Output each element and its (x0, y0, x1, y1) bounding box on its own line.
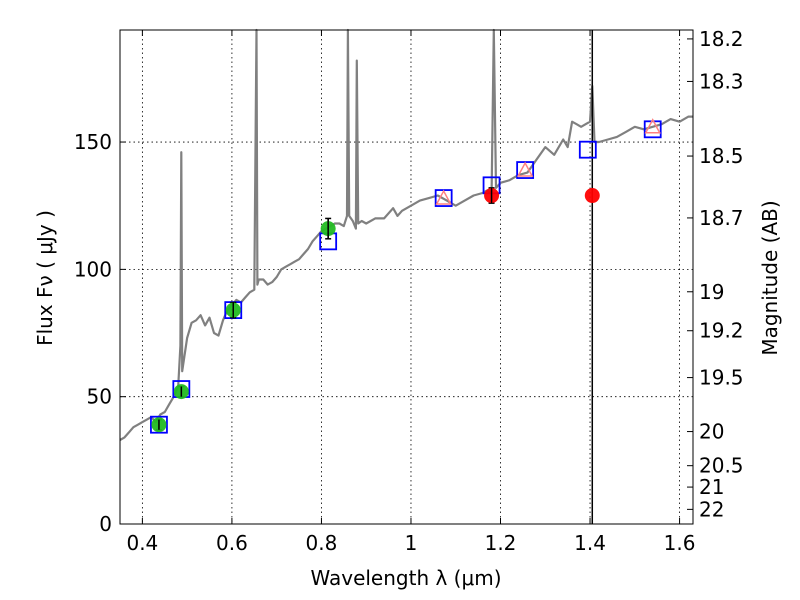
model-photometry-square (578, 140, 597, 159)
x-tick-label: 0.8 (306, 531, 338, 555)
mag-tick-label: 20 (699, 420, 724, 444)
y-tick-label: 100 (74, 257, 112, 281)
right-axis-label: Magnitude (AB) (758, 200, 782, 355)
mag-tick-label: 19 (699, 280, 724, 304)
x-tick-label: 0.4 (126, 531, 158, 555)
triangle-marker (435, 189, 452, 205)
triangle-marker (644, 118, 661, 134)
y-tick-label: 0 (99, 512, 112, 536)
x-tick-label: 1 (405, 531, 418, 555)
spectrum-line (119, 28, 693, 441)
mag-tick-label: 21 (699, 475, 724, 499)
model-photometry-square (150, 415, 168, 434)
grid-lines (120, 30, 693, 524)
x-axis-label: Wavelength λ (μm) (310, 566, 501, 590)
mag-tick-label: 20.5 (699, 454, 744, 478)
axis-ticks: 0.4 0.6 0.8 1 1.2 1.4 1.6 0 50 100 150 18.2 18.3 18.5… (74, 27, 744, 555)
mag-tick-label: 18.3 (699, 69, 744, 93)
photometry-point (584, 188, 600, 204)
mag-tick-label: 18.2 (699, 27, 744, 51)
mag-tick-label: 19.2 (699, 319, 744, 343)
x-tick-label: 1.6 (664, 531, 696, 555)
y-tick-label: 50 (87, 385, 112, 409)
x-tick-label: 1.2 (485, 531, 517, 555)
y-tick-label: 150 (74, 130, 112, 154)
mag-tick-label: 19.5 (699, 366, 744, 390)
mag-tick-label: 22 (699, 497, 724, 521)
triangle-marker (516, 161, 534, 177)
mag-tick-label: 18.5 (699, 144, 744, 168)
x-tick-label: 0.6 (216, 531, 248, 555)
plot-area (119, 28, 693, 524)
y-axis-label: Flux Fν ( μJy ) (33, 210, 57, 346)
x-tick-label: 1.4 (574, 531, 606, 555)
plot-frame (119, 29, 694, 525)
mag-tick-label: 18.7 (699, 206, 744, 230)
